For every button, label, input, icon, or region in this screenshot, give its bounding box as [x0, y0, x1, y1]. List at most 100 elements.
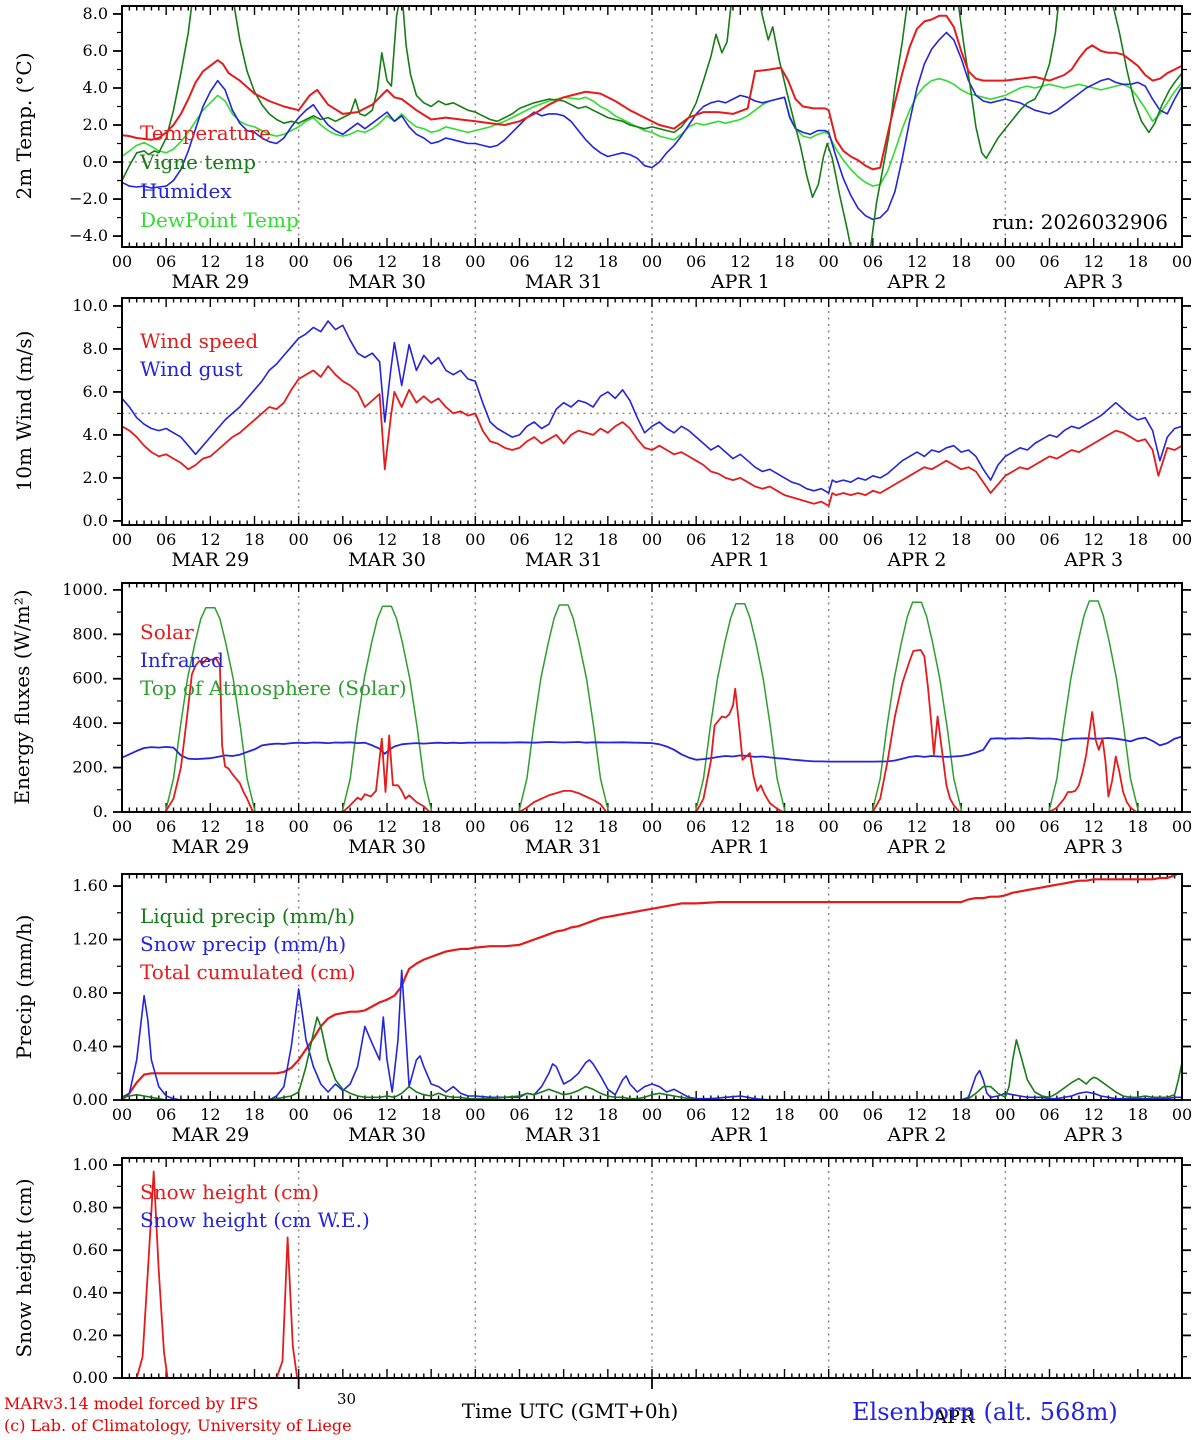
xtick-hour-label: 00 [465, 530, 485, 549]
xtick-day-label: APR 2 [887, 836, 947, 858]
xtick-day-label: MAR 29 [171, 836, 249, 858]
series-dewpoint-temp [122, 77, 1182, 187]
xtick-hour-label: 12 [553, 530, 573, 549]
y-axis-title-wind: 10m Wind (m/s) [12, 330, 36, 492]
model-credit-line: MARv3.14 model forced by IFS [4, 1394, 259, 1413]
xtick-hour-label: 00 [112, 252, 132, 271]
xtick-hour-label: 00 [1172, 817, 1192, 836]
legend-wind-gust: Wind gust [140, 357, 243, 381]
xtick-hour-label: 18 [244, 817, 264, 836]
xtick-hour-label: 00 [1172, 1105, 1192, 1124]
xtick-hour-label: 00 [642, 817, 662, 836]
ytick-label: 4.0 [83, 425, 108, 444]
run-timestamp: run: 2026032906 [992, 210, 1168, 234]
xtick-hour-label: 18 [421, 817, 441, 836]
xtick-hour-label: 06 [686, 530, 706, 549]
xtick-hour-label: 00 [288, 817, 308, 836]
xtick-hour-label: 18 [951, 252, 971, 271]
legend-snow-height: Snow height (cm) [140, 1180, 320, 1204]
series-infrared [122, 735, 1182, 763]
xtick-hour-label: 00 [465, 1105, 485, 1124]
legend-wind-speed: Wind speed [140, 329, 259, 353]
xtick-day-label: MAR 31 [525, 271, 603, 293]
xtick-hour-label: 06 [156, 817, 176, 836]
xtick-hour-label: 12 [730, 252, 750, 271]
xtick-hour-label: 12 [377, 817, 397, 836]
ytick-label: 10.0 [72, 296, 108, 315]
ytick-label: 1.00 [72, 1155, 108, 1174]
xtick-day-label: APR 1 [710, 836, 770, 858]
xtick-day-label: MAR 29 [171, 271, 249, 293]
series-humidex [122, 31, 1182, 221]
xtick-day-label: MAR 31 [525, 1124, 603, 1146]
xtick-hour-label: 06 [686, 1105, 706, 1124]
xtick-hour-label: 00 [995, 817, 1015, 836]
x-axis-title: Time UTC (GMT+0h) [461, 1399, 679, 1423]
xtick-day-label: APR 2 [887, 1124, 947, 1146]
xtick-day-label: APR 1 [710, 1124, 770, 1146]
xtick-hour-label: 18 [598, 1105, 618, 1124]
ytick-label: 800. [72, 624, 108, 643]
ytick-label: 0. [93, 802, 108, 821]
xtick-hour-label: 06 [333, 530, 353, 549]
series-wind-speed [122, 365, 1182, 507]
xtick-hour-label: 00 [642, 1105, 662, 1124]
xtick-hour-label: 18 [1128, 530, 1148, 549]
xtick-hour-label: 18 [1128, 1105, 1148, 1124]
xtick-hour-label: 12 [1083, 1105, 1103, 1124]
series-liquid-precip-mm-h- [122, 1016, 1182, 1100]
ytick-label: 400. [72, 713, 108, 732]
xtick-hour-label: 06 [863, 817, 883, 836]
xtick-hour-label: 12 [1083, 252, 1103, 271]
ytick-label: 2.0 [83, 115, 108, 134]
xtick-hour-label: 06 [863, 530, 883, 549]
ytick-label: 1000. [62, 580, 108, 599]
xtick-hour-label: 00 [818, 530, 838, 549]
xtick-hour-label: 06 [686, 817, 706, 836]
xtick-hour-label: 00 [642, 252, 662, 271]
xtick-day-label: MAR 29 [171, 1124, 249, 1146]
xtick-hour-label: 12 [200, 530, 220, 549]
xtick-hour-label: 18 [951, 817, 971, 836]
ytick-label: 2.0 [83, 468, 108, 487]
ytick-label: 0.00 [72, 1090, 108, 1109]
xtick-hour-label: 12 [553, 252, 573, 271]
xtick-hour-label: 06 [1039, 817, 1059, 836]
xtick-hour-label: 00 [818, 252, 838, 271]
xtick-hour-label: 18 [598, 817, 618, 836]
xtick-hour-label: 12 [907, 252, 927, 271]
xtick-hour-label: 18 [774, 1105, 794, 1124]
xtick-hour-label: 12 [200, 817, 220, 836]
xtick-day-label: APR 3 [1063, 836, 1123, 858]
series-solar [122, 649, 1182, 812]
xtick-hour-label: 18 [774, 530, 794, 549]
xtick-hour-label: 00 [642, 530, 662, 549]
xtick-hour-label: 18 [951, 530, 971, 549]
xtick-day-label: MAR 30 [348, 836, 426, 858]
xtick-hour-label: 06 [863, 252, 883, 271]
xtick-hour-label: 12 [1083, 530, 1103, 549]
xtick-hour-label: 18 [421, 252, 441, 271]
series-snow-height-cm- [122, 1170, 1182, 1378]
xtick-day-label: APR 3 [1063, 271, 1123, 293]
xtick-hour-label: 12 [730, 817, 750, 836]
xtick-hour-label: 06 [156, 252, 176, 271]
ytick-label: 1.60 [72, 876, 108, 895]
xtick-hour-label: 06 [333, 252, 353, 271]
xtick-hour-label: 12 [553, 817, 573, 836]
series-total-cumulated-cm- [122, 874, 1180, 1100]
ytick-label: −2.0 [69, 189, 108, 208]
xtick-hour-label: 06 [509, 817, 529, 836]
xtick-hour-label: 00 [995, 1105, 1015, 1124]
xtick-hour-label: 00 [1172, 252, 1192, 271]
xtick-day-label: APR 1 [710, 271, 770, 293]
xtick-hour-label: 00 [112, 817, 132, 836]
xtick-hour-label: 18 [421, 530, 441, 549]
xtick-hour-label: 00 [995, 252, 1015, 271]
xtick-hour-label: 12 [377, 530, 397, 549]
legend-toa-solar: Top of Atmosphere (Solar) [140, 676, 407, 700]
xtick-hour-label: 18 [1128, 252, 1148, 271]
